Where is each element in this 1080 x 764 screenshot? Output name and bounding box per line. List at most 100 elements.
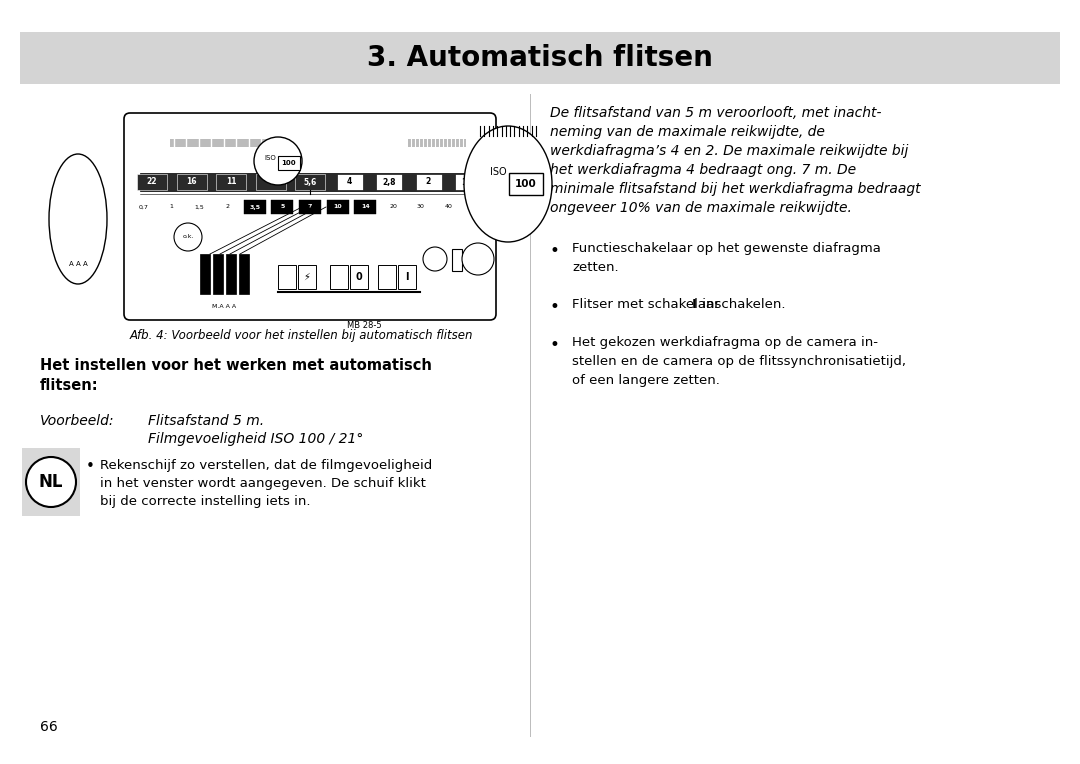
Text: 8: 8 (268, 177, 273, 186)
Bar (170, 139, 291, 147)
Text: 4: 4 (347, 177, 352, 186)
Text: bij de correcte instelling iets in.: bij de correcte instelling iets in. (100, 495, 311, 508)
Circle shape (174, 223, 202, 251)
Ellipse shape (49, 154, 107, 284)
Bar (21, 32, 1059, 84)
Text: I: I (691, 298, 697, 311)
Text: 100: 100 (515, 179, 537, 189)
Bar (137, 174, 167, 190)
Text: 0,7: 0,7 (139, 205, 149, 209)
Text: 2: 2 (426, 177, 431, 186)
Circle shape (254, 137, 302, 185)
Text: 10: 10 (334, 205, 342, 209)
Text: minimale flitsafstand bij het werkdiafragma bedraagt: minimale flitsafstand bij het werkdiafra… (550, 182, 920, 196)
Text: flitsen:: flitsen: (40, 378, 98, 393)
Bar (350, 265, 368, 289)
Text: 7: 7 (308, 205, 312, 209)
Ellipse shape (464, 126, 552, 242)
Text: 20: 20 (389, 205, 397, 209)
Bar (213, 254, 222, 294)
Bar (295, 174, 325, 190)
Text: zetten.: zetten. (572, 261, 619, 274)
Circle shape (462, 243, 494, 275)
Text: 11: 11 (226, 177, 237, 186)
FancyBboxPatch shape (124, 113, 496, 320)
Bar (399, 265, 416, 289)
Text: 16: 16 (186, 177, 197, 186)
Text: 3. Automatisch flitsen: 3. Automatisch flitsen (367, 44, 713, 72)
Bar (200, 254, 210, 294)
Text: inschakelen.: inschakelen. (698, 298, 785, 311)
Bar (256, 174, 285, 190)
Text: •: • (86, 459, 95, 474)
FancyBboxPatch shape (278, 156, 300, 170)
Text: 22: 22 (147, 177, 158, 186)
Text: •: • (550, 298, 559, 316)
Text: 5,6: 5,6 (303, 177, 316, 186)
Text: M.A A A: M.A A A (212, 304, 237, 309)
Text: het werkdiafragma 4 bedraagt ong. 7 m. De: het werkdiafragma 4 bedraagt ong. 7 m. D… (550, 163, 856, 177)
Text: 66: 66 (40, 720, 57, 734)
Text: Het instellen voor het werken met automatisch: Het instellen voor het werken met automa… (40, 358, 432, 373)
Circle shape (423, 247, 447, 271)
Bar (326, 200, 349, 214)
Text: Afb. 4: Voorbeeld voor het instellen bij automatisch flitsen: Afb. 4: Voorbeeld voor het instellen bij… (130, 329, 473, 342)
Text: 30: 30 (417, 205, 424, 209)
Text: ongeveer 10% van de maximale reikwijdte.: ongeveer 10% van de maximale reikwijdte. (550, 201, 852, 215)
Text: A A A: A A A (69, 261, 87, 267)
Bar (408, 139, 465, 147)
Circle shape (26, 457, 76, 507)
Text: ISO: ISO (265, 155, 275, 161)
Bar (354, 200, 376, 214)
Text: Voorbeeld:: Voorbeeld: (40, 414, 114, 428)
Text: 1,5: 1,5 (194, 205, 204, 209)
Text: neming van de maximale reikwijdte, de: neming van de maximale reikwijdte, de (550, 125, 825, 139)
Bar (140, 173, 480, 191)
Text: 40: 40 (444, 205, 453, 209)
Bar (416, 174, 442, 190)
FancyBboxPatch shape (509, 173, 543, 195)
Text: •: • (550, 336, 559, 354)
Bar (22, 448, 80, 516)
Text: 1: 1 (170, 205, 174, 209)
Text: Rekenschijf zo verstellen, dat de filmgevoeligheid: Rekenschijf zo verstellen, dat de filmge… (100, 459, 432, 472)
Text: 2: 2 (225, 205, 229, 209)
Bar (63, 221, 93, 233)
Text: stellen en de camera op de flitssynchronisatietijd,: stellen en de camera op de flitssynchron… (572, 355, 906, 368)
Bar (376, 174, 402, 190)
Text: 5: 5 (280, 205, 284, 209)
Bar (337, 174, 363, 190)
Text: o.k.: o.k. (183, 235, 193, 239)
Text: De flitsafstand van 5 m veroorlooft, met inacht-: De flitsafstand van 5 m veroorlooft, met… (550, 106, 881, 120)
Bar (299, 200, 321, 214)
Text: of een langere zetten.: of een langere zetten. (572, 374, 720, 387)
Text: I: I (405, 272, 408, 282)
Text: MB 28-5: MB 28-5 (347, 322, 381, 331)
Text: NL: NL (39, 473, 64, 491)
Text: 60 m: 60 m (468, 205, 484, 209)
Text: 1,4: 1,4 (461, 177, 475, 186)
Bar (239, 254, 249, 294)
Bar (63, 204, 93, 216)
Bar (455, 174, 481, 190)
Bar (330, 265, 348, 289)
Bar (226, 254, 237, 294)
Text: Filmgevoeligheid ISO 100 / 21°: Filmgevoeligheid ISO 100 / 21° (148, 432, 363, 446)
Bar (176, 174, 206, 190)
Text: •: • (550, 242, 559, 260)
Text: Functieschakelaar op het gewenste diafragma: Functieschakelaar op het gewenste diafra… (572, 242, 881, 255)
Text: ⚡: ⚡ (303, 272, 310, 282)
Text: in het venster wordt aangegeven. De schuif klikt: in het venster wordt aangegeven. De schu… (100, 477, 426, 490)
Text: Het gekozen werkdiafragma op de camera in-: Het gekozen werkdiafragma op de camera i… (572, 336, 878, 349)
Bar (298, 265, 316, 289)
Text: Flitser met schakelaar: Flitser met schakelaar (572, 298, 724, 311)
Text: werkdiafragma’s 4 en 2. De maximale reikwijdte bij: werkdiafragma’s 4 en 2. De maximale reik… (550, 144, 908, 158)
Bar (278, 265, 296, 289)
Text: 3,5: 3,5 (249, 205, 260, 209)
Bar (244, 200, 266, 214)
Text: 0: 0 (355, 272, 363, 282)
Bar (453, 249, 462, 271)
Text: 14: 14 (361, 205, 369, 209)
Bar (378, 265, 396, 289)
Text: 2,8: 2,8 (382, 177, 395, 186)
